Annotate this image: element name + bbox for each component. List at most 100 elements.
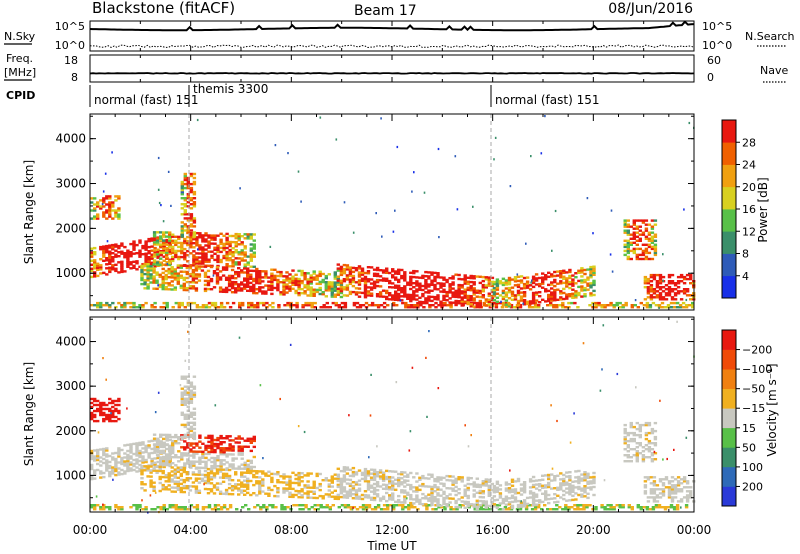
vel-cells-cell-1980	[623, 423, 627, 427]
power-cells-cell-1791	[463, 290, 467, 293]
vel-cells-cell-679	[179, 486, 183, 490]
power-cells-cell-623	[146, 279, 150, 282]
power-cells-cell-103	[126, 259, 130, 262]
power-cells-cell-2209	[635, 227, 639, 230]
power-cells-cell-547	[234, 234, 238, 238]
power-cells-cell-1840	[478, 295, 482, 299]
power-cells-cell-2091	[571, 292, 575, 295]
power-cells-cell-1441	[342, 288, 347, 291]
power-cells-cell-1628	[406, 283, 410, 286]
vel-cells-cell-1089	[271, 506, 275, 509]
vel-cells-cell-686	[182, 490, 186, 494]
vel-cells-cell-1365	[354, 493, 359, 496]
power-cells-cell-2493	[554, 209, 557, 213]
vel-cells-cell-2025	[638, 423, 642, 427]
vel-cells-cell-1937	[580, 479, 584, 482]
vel-cells-cell-1723	[490, 500, 495, 504]
power-cells-cell-135	[138, 241, 142, 244]
power-cells-cell-1259	[379, 304, 384, 307]
vel-cells-cell-76	[117, 467, 121, 470]
power-cells-cell-1551	[378, 269, 383, 272]
vel-cells-cell-837	[255, 476, 259, 479]
vel-cells-cell-1056	[195, 506, 200, 509]
vel-cells-cell-1969	[592, 471, 596, 475]
vel-cells-cell-1689	[478, 503, 482, 507]
vel-cells-cell-668	[176, 488, 180, 491]
power-cells-cell-273	[117, 213, 121, 216]
vel-cells-cell-1533	[415, 498, 419, 501]
power-cells-cell-2378	[689, 298, 693, 301]
power-cells-cell-1848	[481, 288, 485, 291]
vel-cells-cell-261	[102, 403, 106, 407]
power-cells-cell-1804	[466, 286, 470, 290]
power-cells-cell-1669	[421, 292, 425, 296]
power-cells-cell-1878	[490, 282, 495, 286]
power-cells-cell-2220	[638, 219, 642, 222]
power-cells-cell-1271	[407, 304, 411, 307]
vel-cells-cell-1872	[553, 477, 557, 480]
vel-cells-cell-1733	[492, 487, 497, 490]
vel-cells-cell-2021	[638, 433, 642, 437]
vel-cells-cell-476	[213, 464, 217, 468]
vel-cells-cell-567	[243, 465, 247, 468]
power-cells-cell-1450	[345, 288, 350, 291]
vel-cells-cell-1291	[651, 506, 656, 509]
vel-cells-cell-787	[230, 489, 235, 492]
vel-cells-cell-581	[249, 461, 253, 465]
vel-cells-cell-183	[153, 439, 157, 442]
nave-label: Nave	[760, 64, 788, 77]
vel-cells-cell-1262	[600, 506, 604, 509]
power-cells-cell-797	[218, 270, 223, 273]
power-cells-cell-1927	[507, 280, 512, 284]
power-cells-cell-1433	[339, 281, 344, 285]
vel-cells-cell-751	[212, 476, 217, 479]
power-cells-cell-912	[264, 272, 268, 275]
power-cells-cell-1070	[330, 295, 334, 298]
vel-cells-cell-2283	[680, 506, 682, 509]
vel-cells-cell-1111	[316, 508, 320, 511]
vel-cells-cell-318	[159, 445, 163, 449]
power-cells-cell-143	[144, 258, 148, 261]
vel-cells-cell-1983	[626, 454, 630, 457]
power-cells-cell-1805	[466, 282, 470, 285]
vel-cells-cell-155	[141, 441, 145, 444]
vel-cells-cell-1639	[454, 479, 458, 483]
power-cells-cell-2102	[574, 282, 578, 285]
vel-cells-cell-1395	[366, 494, 371, 497]
power-cells-cell-2084	[568, 280, 572, 284]
power-cells-cell-1858	[484, 278, 488, 281]
power-cells-cell-1845	[481, 296, 485, 299]
vel-cells-cell-445	[204, 464, 208, 468]
vel-cells-cell-1887	[562, 493, 566, 497]
vel-cells-cell-1833	[534, 479, 539, 482]
vel-cells-cell-1589	[436, 498, 440, 501]
power-cells-cell-1973	[525, 286, 530, 289]
power-cells-cell-463	[207, 234, 211, 237]
vel-cells-cell-1300	[669, 506, 674, 509]
power-cells-cell-1645	[412, 290, 416, 293]
power-cells-cell-1036	[312, 270, 316, 273]
power-cells-cell-1247	[355, 301, 360, 305]
power-cells-cell-544	[234, 243, 238, 246]
power-cells-cell-1274	[413, 306, 417, 309]
power-cells-cell-1029	[312, 294, 316, 297]
power-cells-cell-862	[246, 271, 250, 274]
power-cells-cell-2337	[667, 288, 672, 291]
vel-cells-cell-1856	[547, 493, 551, 497]
power-cells-cell-990	[297, 285, 301, 289]
vel-cells-cell-801	[240, 491, 244, 494]
vel-cells-cell-1523	[409, 487, 413, 491]
vel-cells-cell-711	[194, 479, 199, 482]
vel-cells-cell-670	[176, 484, 180, 487]
vel-cells-cell-130	[135, 458, 139, 461]
vel-cells-cell-1479	[391, 470, 395, 473]
vel-cells-cell-1830	[534, 493, 539, 496]
power-cells-cell-1110	[99, 304, 103, 307]
vel-cells-cell-262	[102, 401, 106, 405]
power-cells-cell-2513	[413, 171, 415, 174]
power-cells-cell-668	[164, 288, 168, 291]
power-cells-cell-1658	[415, 276, 419, 279]
power-cells-cell-1193	[253, 304, 257, 307]
power-cells-cell-2464	[192, 231, 197, 234]
vel-cells-cell-583	[249, 449, 253, 453]
